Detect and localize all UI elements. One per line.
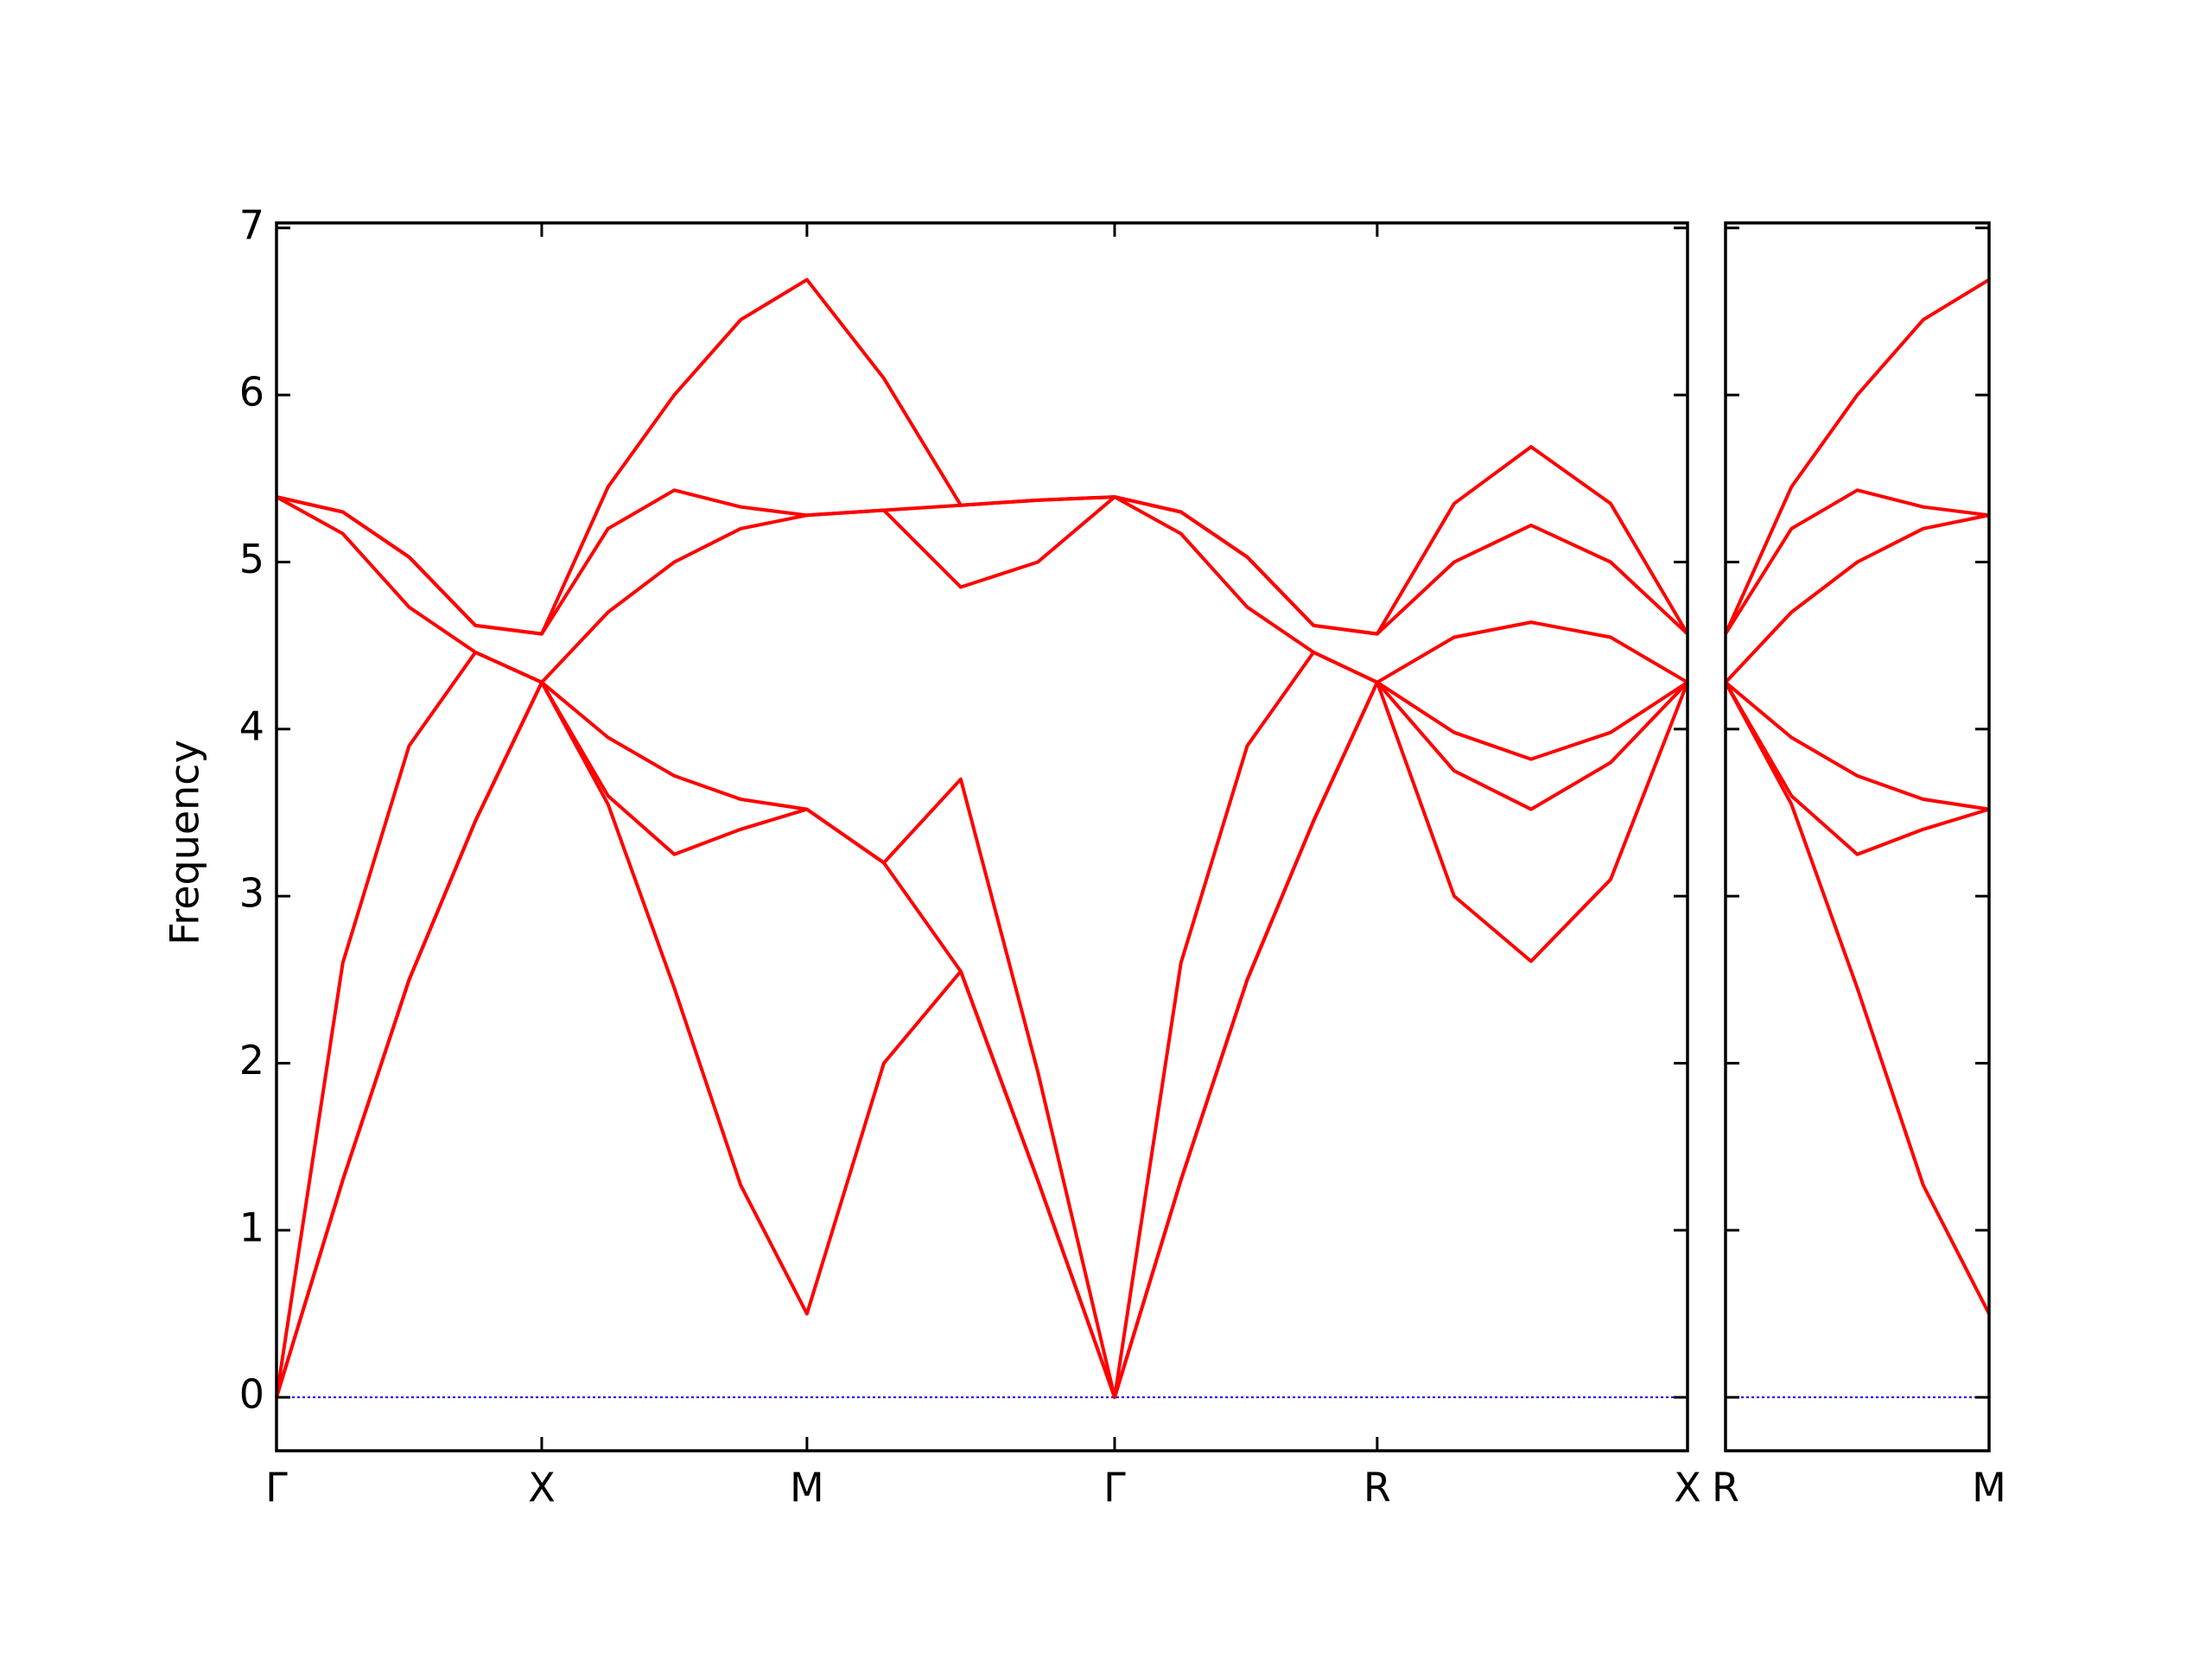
band-line	[276, 495, 1689, 684]
band-line	[1724, 681, 1990, 856]
y-tick-label: 2	[239, 1037, 264, 1084]
band-line	[275, 680, 1689, 1400]
y-tick-label: 6	[239, 369, 264, 416]
band-line	[1724, 277, 1991, 635]
x-tick-label: R	[1363, 1465, 1391, 1511]
band-line	[1724, 488, 1990, 635]
x-tick-label: Γ	[1103, 1465, 1126, 1511]
x-tick-label: M	[790, 1465, 824, 1511]
y-tick-label: 7	[239, 201, 264, 248]
y-axis-label: Frequency	[162, 740, 208, 945]
band-line	[276, 488, 1689, 636]
x-tick-label: X	[528, 1465, 556, 1511]
plot-frame	[1724, 221, 1991, 1452]
band-line	[276, 277, 1689, 636]
y-tick-label: 0	[239, 1371, 264, 1418]
band-line	[1724, 681, 1991, 1315]
y-tick-label: 1	[239, 1204, 264, 1250]
plot-frame	[275, 221, 1689, 1452]
x-tick-label: M	[1972, 1465, 2006, 1511]
x-tick-label: Γ	[265, 1465, 288, 1511]
x-tick-label: X	[1674, 1465, 1701, 1511]
band-line	[1724, 681, 1990, 811]
band-line	[275, 680, 1689, 1400]
x-tick-label: R	[1712, 1465, 1739, 1511]
y-tick-label: 5	[239, 536, 264, 582]
band-line	[1724, 513, 1990, 684]
y-tick-label: 4	[239, 702, 264, 749]
y-tick-label: 3	[239, 870, 264, 917]
